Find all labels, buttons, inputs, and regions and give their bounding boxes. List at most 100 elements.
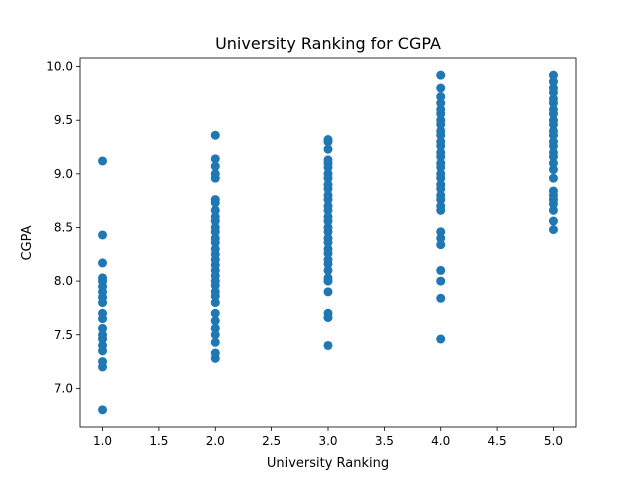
data-point [436, 334, 446, 344]
data-point [323, 273, 333, 283]
data-point [436, 137, 446, 147]
data-point [548, 147, 558, 157]
data-point [210, 154, 220, 164]
data-point [323, 255, 333, 265]
y-tick-label: 8.0 [54, 274, 73, 288]
data-point [548, 77, 558, 87]
x-tick-label: 2.5 [262, 434, 281, 448]
plot-frame [79, 57, 577, 428]
data-point [210, 298, 220, 308]
data-point [436, 104, 446, 114]
chart-title: University Ranking for CGPA [215, 34, 441, 53]
data-point [323, 287, 333, 297]
y-axis-label: CGPA [20, 225, 35, 260]
data-point [210, 308, 220, 318]
data-point [210, 169, 220, 179]
data-point [548, 126, 558, 136]
data-point [323, 180, 333, 190]
data-point [210, 337, 220, 347]
data-point [98, 405, 108, 415]
data-point [323, 222, 333, 232]
data-point [98, 357, 108, 367]
data-point [210, 323, 220, 333]
x-tick-label: 3.0 [318, 434, 337, 448]
data-point [436, 115, 446, 125]
data-point [98, 156, 108, 166]
data-point [436, 92, 446, 102]
y-tick-label: 9.0 [54, 167, 73, 181]
data-point [548, 115, 558, 125]
data-point [210, 316, 220, 326]
data-point [323, 144, 333, 154]
data-point [210, 233, 220, 243]
data-point [98, 330, 108, 340]
x-tick-label: 4.5 [488, 434, 507, 448]
data-point [323, 340, 333, 350]
data-point [323, 190, 333, 200]
x-tick-label: 4.0 [431, 434, 450, 448]
data-point [436, 240, 446, 250]
data-point [436, 158, 446, 168]
data-point [323, 155, 333, 165]
data-point [548, 83, 558, 93]
data-point [323, 169, 333, 179]
data-point [98, 323, 108, 333]
data-point [323, 244, 333, 254]
data-point [98, 258, 108, 268]
data-point [210, 130, 220, 140]
data-point [436, 126, 446, 136]
data-point [210, 222, 220, 232]
y-tick-label: 9.5 [54, 113, 73, 127]
data-point [98, 230, 108, 240]
data-point [548, 165, 558, 175]
y-tick-label: 7.0 [54, 381, 73, 395]
data-point [323, 265, 333, 275]
data-point [323, 135, 333, 145]
data-point [548, 173, 558, 183]
data-point [436, 276, 446, 286]
x-tick-label: 1.5 [149, 434, 168, 448]
data-point [210, 287, 220, 297]
data-point [436, 70, 446, 80]
data-point [548, 137, 558, 147]
x-tick-label: 5.0 [544, 434, 563, 448]
x-tick-label: 2.0 [206, 434, 225, 448]
data-point [210, 348, 220, 358]
data-point [436, 233, 446, 243]
data-point [436, 227, 446, 237]
data-point [436, 265, 446, 275]
data-point [323, 308, 333, 318]
data-point [548, 104, 558, 114]
x-tick-label: 3.5 [375, 434, 394, 448]
data-point [436, 293, 446, 303]
data-point [210, 205, 220, 215]
data-points [98, 70, 558, 415]
data-point [98, 273, 108, 283]
data-point [436, 98, 446, 108]
data-point [210, 212, 220, 222]
data-point [98, 340, 108, 350]
data-point [548, 158, 558, 168]
data-point [436, 180, 446, 190]
data-point [436, 83, 446, 93]
y-tick-label: 8.5 [54, 220, 73, 234]
data-point [436, 169, 446, 179]
data-point [98, 308, 108, 318]
axis-ticks: 1.0 1.5 2.0 2.5 3.0 3.5 4.0 4.5 5.0 7.0 7.5 8.0 8.5 9… [46, 60, 563, 448]
data-point [323, 212, 333, 222]
data-point [548, 94, 558, 104]
x-tick-label: 1.0 [93, 434, 112, 448]
data-point [210, 244, 220, 254]
data-point [436, 201, 446, 211]
data-point [436, 147, 446, 157]
data-point [210, 161, 220, 171]
data-point [323, 233, 333, 243]
data-point [548, 225, 558, 235]
y-tick-label: 10.0 [46, 60, 73, 74]
data-point [548, 216, 558, 226]
data-point [210, 330, 220, 340]
data-point [323, 201, 333, 211]
data-point [210, 195, 220, 205]
